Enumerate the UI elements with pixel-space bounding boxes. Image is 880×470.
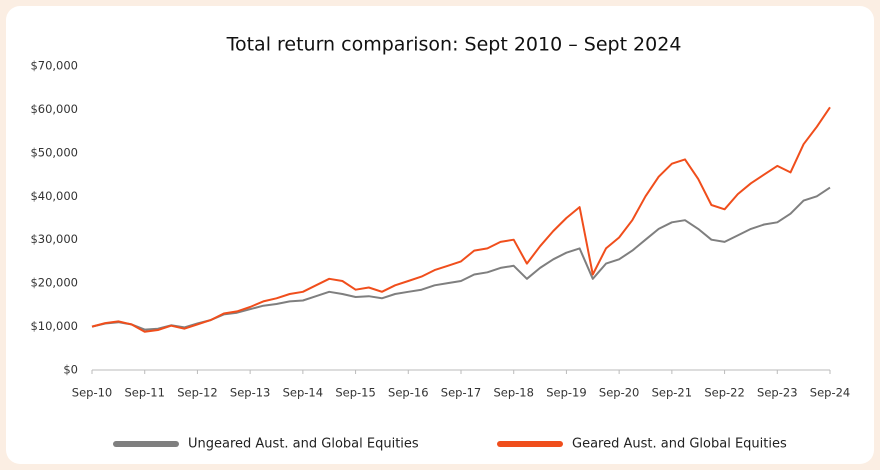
x-tick-label: Sep-14 — [283, 386, 323, 400]
series-line — [91, 106, 831, 333]
y-tick-label: $0 — [63, 363, 78, 377]
chart-title: Total return comparison: Sept 2010 – Sep… — [226, 34, 682, 56]
x-tick-label: Sep-16 — [388, 386, 428, 400]
y-tick-label: $60,000 — [30, 102, 78, 116]
x-tick-label: Sep-12 — [177, 386, 217, 400]
legend-label: Ungeared Aust. and Global Equities — [188, 437, 419, 452]
y-tick-label: $30,000 — [30, 232, 78, 246]
x-tick-label: Sep-19 — [546, 386, 586, 400]
y-tick-label: $20,000 — [30, 276, 78, 290]
legend-label: Geared Aust. and Global Equities — [572, 437, 787, 452]
card: Total return comparison: Sept 2010 – Sep… — [6, 6, 874, 464]
x-tick-label: Sep-15 — [335, 386, 375, 400]
x-tick-label: Sep-24 — [810, 386, 850, 400]
y-tick-label: $40,000 — [30, 189, 78, 203]
y-tick-label: $10,000 — [30, 319, 78, 333]
y-tick-label: $50,000 — [30, 145, 78, 159]
x-tick-label: Sep-22 — [704, 386, 744, 400]
chart: Total return comparison: Sept 2010 – Sep… — [30, 34, 850, 452]
x-tick-label: Sep-20 — [599, 386, 639, 400]
x-tick-label: Sep-21 — [652, 386, 692, 400]
series-line — [91, 186, 831, 331]
x-tick-label: Sep-11 — [124, 386, 164, 400]
x-tick-label: Sep-23 — [757, 386, 797, 400]
y-tick-label: $70,000 — [30, 59, 78, 73]
x-tick-label: Sep-18 — [493, 386, 533, 400]
x-tick-label: Sep-17 — [441, 386, 481, 400]
x-tick-label: Sep-10 — [72, 386, 112, 400]
x-tick-label: Sep-13 — [230, 386, 270, 400]
